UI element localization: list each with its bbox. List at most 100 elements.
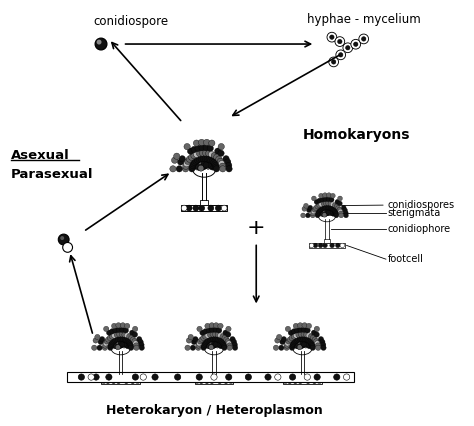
Circle shape — [188, 334, 193, 340]
Circle shape — [320, 197, 325, 202]
Circle shape — [204, 139, 210, 146]
Circle shape — [182, 166, 189, 172]
Circle shape — [198, 164, 204, 170]
Circle shape — [95, 334, 100, 340]
Text: conidiospores: conidiospores — [388, 200, 455, 210]
Circle shape — [205, 333, 210, 338]
Circle shape — [329, 35, 334, 39]
Circle shape — [206, 161, 212, 167]
Circle shape — [199, 161, 205, 167]
Circle shape — [210, 327, 215, 333]
Circle shape — [186, 205, 192, 211]
Circle shape — [321, 209, 326, 214]
Circle shape — [334, 204, 339, 209]
Circle shape — [97, 345, 102, 351]
Circle shape — [202, 155, 209, 161]
Circle shape — [298, 342, 303, 347]
Circle shape — [108, 342, 113, 348]
Circle shape — [215, 343, 220, 348]
Circle shape — [118, 343, 124, 348]
Circle shape — [325, 211, 329, 216]
Circle shape — [200, 150, 206, 156]
Circle shape — [219, 161, 225, 167]
Circle shape — [325, 211, 329, 216]
Circle shape — [314, 199, 319, 204]
Circle shape — [300, 340, 305, 345]
Circle shape — [185, 158, 191, 164]
Circle shape — [210, 158, 216, 164]
Circle shape — [321, 206, 326, 210]
Circle shape — [201, 164, 207, 170]
Circle shape — [289, 345, 295, 351]
Circle shape — [308, 340, 313, 345]
Circle shape — [196, 374, 202, 380]
Circle shape — [187, 148, 194, 154]
Circle shape — [93, 338, 98, 343]
Circle shape — [297, 343, 302, 348]
Circle shape — [213, 342, 218, 347]
Circle shape — [293, 323, 299, 328]
Circle shape — [122, 342, 127, 347]
Circle shape — [302, 322, 307, 328]
Circle shape — [196, 161, 202, 167]
Circle shape — [301, 343, 306, 348]
Circle shape — [210, 332, 215, 337]
Circle shape — [213, 166, 219, 172]
Circle shape — [201, 344, 206, 349]
Circle shape — [217, 343, 222, 348]
Circle shape — [107, 330, 112, 335]
Circle shape — [298, 379, 303, 383]
Circle shape — [129, 330, 135, 335]
Circle shape — [127, 334, 132, 339]
Circle shape — [135, 379, 140, 383]
Circle shape — [285, 341, 290, 346]
Circle shape — [317, 198, 322, 203]
Text: Heterokaryon / Heteroplasmon: Heterokaryon / Heteroplasmon — [106, 404, 322, 417]
Circle shape — [139, 345, 145, 351]
Circle shape — [124, 333, 130, 338]
Circle shape — [116, 342, 121, 347]
Circle shape — [328, 209, 333, 214]
Circle shape — [174, 374, 181, 380]
Circle shape — [213, 164, 219, 170]
Circle shape — [196, 345, 201, 351]
Circle shape — [193, 158, 199, 164]
Circle shape — [362, 37, 366, 41]
Circle shape — [193, 337, 198, 342]
Circle shape — [128, 342, 133, 348]
Circle shape — [294, 328, 300, 333]
Circle shape — [204, 339, 210, 344]
Circle shape — [214, 342, 219, 346]
Circle shape — [299, 332, 304, 337]
Circle shape — [213, 322, 219, 328]
Circle shape — [210, 164, 216, 170]
Circle shape — [298, 344, 303, 349]
Circle shape — [327, 205, 332, 210]
Circle shape — [200, 155, 206, 161]
Circle shape — [206, 161, 212, 167]
Circle shape — [191, 163, 198, 169]
Circle shape — [227, 345, 232, 351]
Circle shape — [302, 207, 307, 211]
Circle shape — [121, 343, 127, 348]
Circle shape — [88, 374, 94, 380]
Circle shape — [111, 323, 117, 328]
Circle shape — [124, 379, 129, 383]
Circle shape — [212, 343, 217, 348]
Circle shape — [209, 344, 213, 349]
Circle shape — [337, 201, 342, 206]
Circle shape — [196, 150, 203, 157]
Circle shape — [220, 334, 225, 339]
Circle shape — [351, 39, 361, 49]
Circle shape — [297, 345, 302, 350]
Circle shape — [224, 379, 228, 383]
Circle shape — [215, 340, 220, 345]
Ellipse shape — [292, 341, 312, 355]
Circle shape — [132, 326, 138, 331]
Circle shape — [304, 340, 309, 345]
Circle shape — [101, 379, 106, 383]
Circle shape — [205, 163, 211, 169]
Circle shape — [296, 337, 301, 343]
Circle shape — [133, 341, 138, 346]
Circle shape — [306, 213, 310, 218]
